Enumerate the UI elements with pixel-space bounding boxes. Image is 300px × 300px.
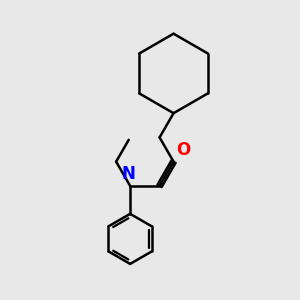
Text: O: O xyxy=(176,141,190,159)
Text: N: N xyxy=(122,165,136,183)
